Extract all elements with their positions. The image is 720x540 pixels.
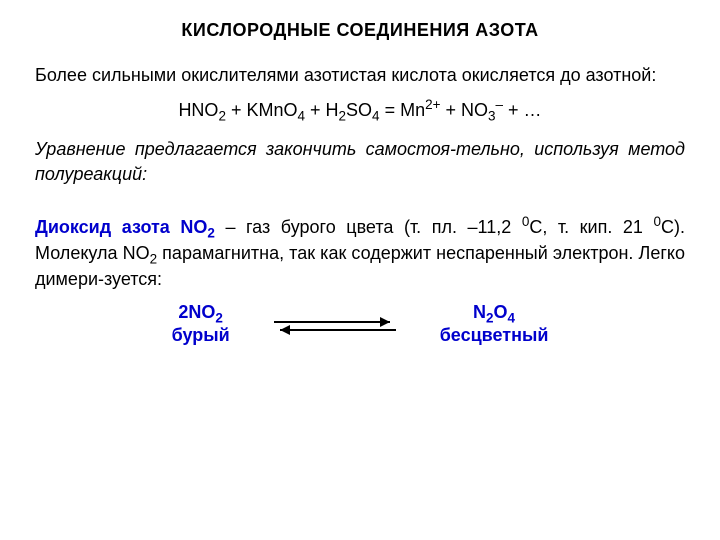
formula-part: N: [473, 302, 486, 322]
formula-sub: 2: [150, 251, 158, 266]
compound-name: Диоксид азота NO2: [35, 217, 215, 237]
formula-sub: 2: [215, 310, 223, 325]
degree-sup: 0: [654, 214, 662, 229]
formula-sub: 2: [486, 310, 494, 325]
eq-sub: 4: [372, 109, 380, 124]
eq-part: + …: [503, 100, 542, 120]
left-formula: 2NO2: [172, 302, 230, 323]
formula-part: 2NO: [178, 302, 215, 322]
intro-text: Более сильными окислителями азотистая ки…: [35, 63, 685, 88]
eq-part: SO: [346, 100, 372, 120]
left-color-label: бурый: [172, 325, 230, 346]
page-title: КИСЛОРОДНЫЕ СОЕДИНЕНИЯ АЗОТА: [35, 20, 685, 41]
formula-part: O: [494, 302, 508, 322]
eq-part: + KMnO: [226, 100, 298, 120]
method-note: Уравнение предлагается закончить самосто…: [35, 137, 685, 187]
eq-part: + NO: [441, 100, 489, 120]
dimer-right-side: N2O4 бесцветный: [440, 302, 549, 346]
formula-sub: 4: [508, 310, 516, 325]
eq-part: = Mn: [380, 100, 426, 120]
formula-sub: 2: [207, 225, 215, 240]
chemical-equation: HNO2 + KMnO4 + H2SO4 = Mn2+ + NO3– + …: [35, 100, 685, 121]
right-formula: N2O4: [440, 302, 549, 323]
text-part: Диоксид азота NO: [35, 217, 207, 237]
dimerization-equation: 2NO2 бурый N2O4 бесцветный: [35, 302, 685, 346]
equilibrium-arrow: [270, 302, 400, 346]
equilibrium-arrow-icon: [270, 314, 400, 338]
eq-sup: 2+: [425, 97, 440, 112]
text-part: С, т. кип. 21: [529, 217, 653, 237]
text-part: – газ бурого цвета (т. пл. –11,2: [215, 217, 522, 237]
body-paragraph: Диоксид азота NO2 – газ бурого цвета (т.…: [35, 214, 685, 292]
dimer-left-side: 2NO2 бурый: [172, 302, 230, 346]
eq-part: HNO: [178, 100, 218, 120]
right-color-label: бесцветный: [440, 325, 549, 346]
eq-sub: 3: [488, 109, 496, 124]
eq-sup: –: [496, 97, 504, 112]
eq-part: + H: [305, 100, 339, 120]
eq-sub: 2: [218, 109, 226, 124]
eq-sub: 2: [339, 109, 347, 124]
eq-sub: 4: [297, 109, 305, 124]
